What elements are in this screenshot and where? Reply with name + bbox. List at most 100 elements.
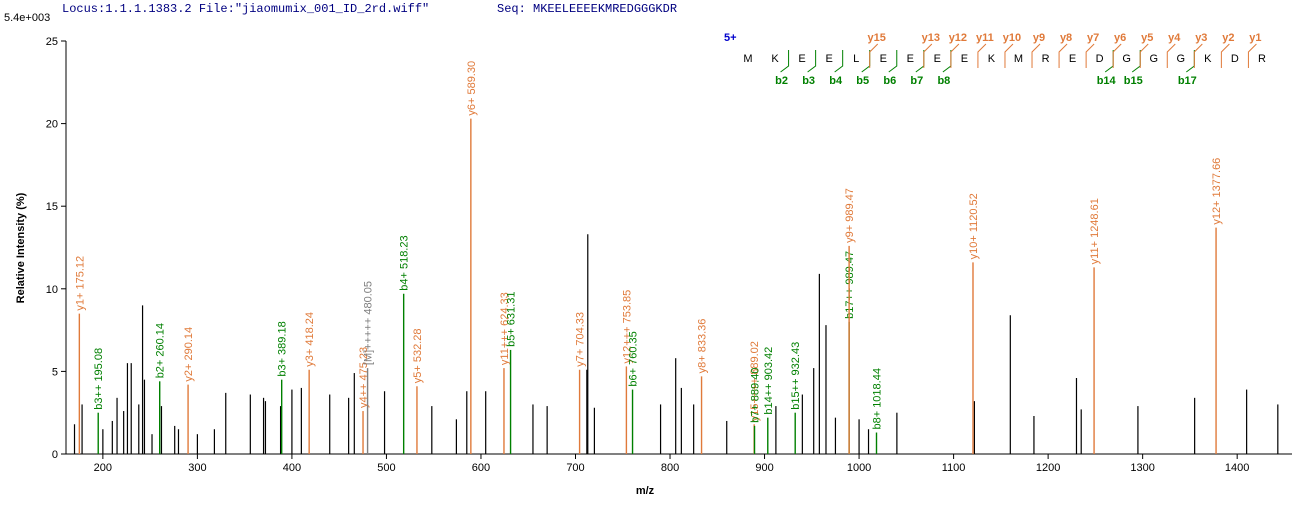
y-ion: y1 <box>1249 32 1261 44</box>
residue: G <box>1149 53 1158 65</box>
y-ion: y9 <box>1033 32 1045 44</box>
ion-label: y10+ 1120.52 <box>968 193 980 259</box>
residue: E <box>961 53 968 65</box>
residue: E <box>798 53 805 65</box>
x-tick-label: 1100 <box>942 462 966 474</box>
y-bracket <box>1004 43 1014 68</box>
x-tick-label: 700 <box>566 462 584 474</box>
ion-label: y15++++ 889.02 <box>749 341 761 421</box>
y-bracket <box>1220 43 1230 68</box>
b-ion: b2 <box>775 75 788 87</box>
residue: R <box>1258 53 1266 65</box>
x-tick-label: 500 <box>377 462 395 474</box>
ion-label: b8+ 1018.44 <box>872 368 884 429</box>
header-locus: Locus:1.1.1.1383.2 File:"jiaomumix_001_I… <box>62 2 429 16</box>
residue: K <box>988 53 996 65</box>
y-bracket <box>1112 43 1122 68</box>
y-ion: y12 <box>949 32 967 44</box>
b-bracket <box>807 50 817 73</box>
residue: E <box>934 53 941 65</box>
x-tick-label: 1400 <box>1225 462 1249 474</box>
y-bracket <box>950 43 960 68</box>
y-bracket <box>1058 43 1068 68</box>
b-ion: b7 <box>910 75 923 87</box>
b-ion: b5 <box>856 75 869 87</box>
ion-label: y2+ 290.14 <box>183 327 195 382</box>
b-ion: b15 <box>1124 75 1143 87</box>
ion-label: b14++ 903.42 <box>763 347 775 415</box>
ion-label: b2+ 260.14 <box>155 323 167 378</box>
y-tick-label: 0 <box>52 449 58 461</box>
residue: E <box>825 53 832 65</box>
b-ion: b17 <box>1178 75 1197 87</box>
ion-label: b6+ 760.35 <box>628 331 640 386</box>
y-ion: y10 <box>1003 32 1021 44</box>
y-tick-label: 15 <box>46 201 58 213</box>
b-ion: b8 <box>937 75 950 87</box>
y-ion: y5 <box>1141 32 1153 44</box>
b-bracket <box>1131 50 1141 73</box>
residue: E <box>907 53 914 65</box>
residue: K <box>771 53 779 65</box>
b-ion: b6 <box>883 75 896 87</box>
y-tick-label: 5 <box>52 366 58 378</box>
x-axis-title: m/z <box>636 485 655 497</box>
ion-label: y7+ 704.33 <box>575 312 587 367</box>
y-ion: y11 <box>976 32 994 44</box>
x-tick-label: 800 <box>661 462 679 474</box>
ion-label: y11+ 1248.61 <box>1089 198 1101 264</box>
x-tick-label: 400 <box>283 462 301 474</box>
residue: G <box>1177 53 1186 65</box>
ion-label: b7+ 889.40 <box>750 368 762 423</box>
b-bracket <box>861 50 871 73</box>
y-bracket <box>1247 43 1257 68</box>
y-axis-title: Relative Intensity (%) <box>15 192 27 303</box>
residue: E <box>1069 53 1076 65</box>
ion-label: y12+ 1377.66 <box>1211 158 1223 225</box>
ion-label: y8+ 833.36 <box>697 319 709 374</box>
b-bracket <box>888 50 898 73</box>
x-tick-label: 200 <box>94 462 112 474</box>
ion-label: b5+ 631.31 <box>506 292 518 347</box>
y-bracket <box>923 43 933 68</box>
y-bracket <box>869 43 879 68</box>
ion-label: y5+ 532.28 <box>412 329 424 384</box>
b-bracket <box>834 50 844 73</box>
x-tick-label: 1300 <box>1130 462 1154 474</box>
y-ion: y4 <box>1168 32 1181 44</box>
b-ion: b14 <box>1097 75 1117 87</box>
x-tick-label: 900 <box>755 462 773 474</box>
y-ion: y2 <box>1222 32 1234 44</box>
x-tick-label: 1200 <box>1036 462 1060 474</box>
residue: K <box>1204 53 1212 65</box>
x-tick-label: 300 <box>188 462 206 474</box>
y-tick-label: 25 <box>46 36 58 48</box>
b-bracket <box>780 50 790 73</box>
y-tick-label: 20 <box>46 119 58 131</box>
residue: E <box>880 53 887 65</box>
y-ion: y6 <box>1114 32 1126 44</box>
header-seq: Seq: MKEELEEEEKMREDGGGKDR <box>497 2 677 16</box>
b-ion: b3 <box>802 75 815 87</box>
ion-label: y9+ 989.47 <box>844 188 856 243</box>
residue: L <box>853 53 859 65</box>
charge: 5+ <box>724 32 737 44</box>
y-bracket <box>1085 43 1095 68</box>
residue: G <box>1122 53 1131 65</box>
ion-label: b3++ 195.08 <box>93 348 105 410</box>
scale-label: 5.4e+003 <box>4 12 50 24</box>
y-ion: y3 <box>1195 32 1207 44</box>
ion-label: y6+ 589.30 <box>466 61 478 116</box>
y-ion: y8 <box>1060 32 1072 44</box>
residue: M <box>743 53 752 65</box>
y-bracket <box>1166 43 1176 68</box>
x-tick-label: 1000 <box>847 462 871 474</box>
y-bracket <box>1031 43 1041 68</box>
ion-label: [M]+++++ 480.05 <box>363 281 375 365</box>
b-bracket <box>1104 50 1114 73</box>
residue: D <box>1231 53 1239 65</box>
residue: M <box>1014 53 1023 65</box>
b-bracket <box>942 50 952 73</box>
y-bracket <box>1193 43 1203 68</box>
